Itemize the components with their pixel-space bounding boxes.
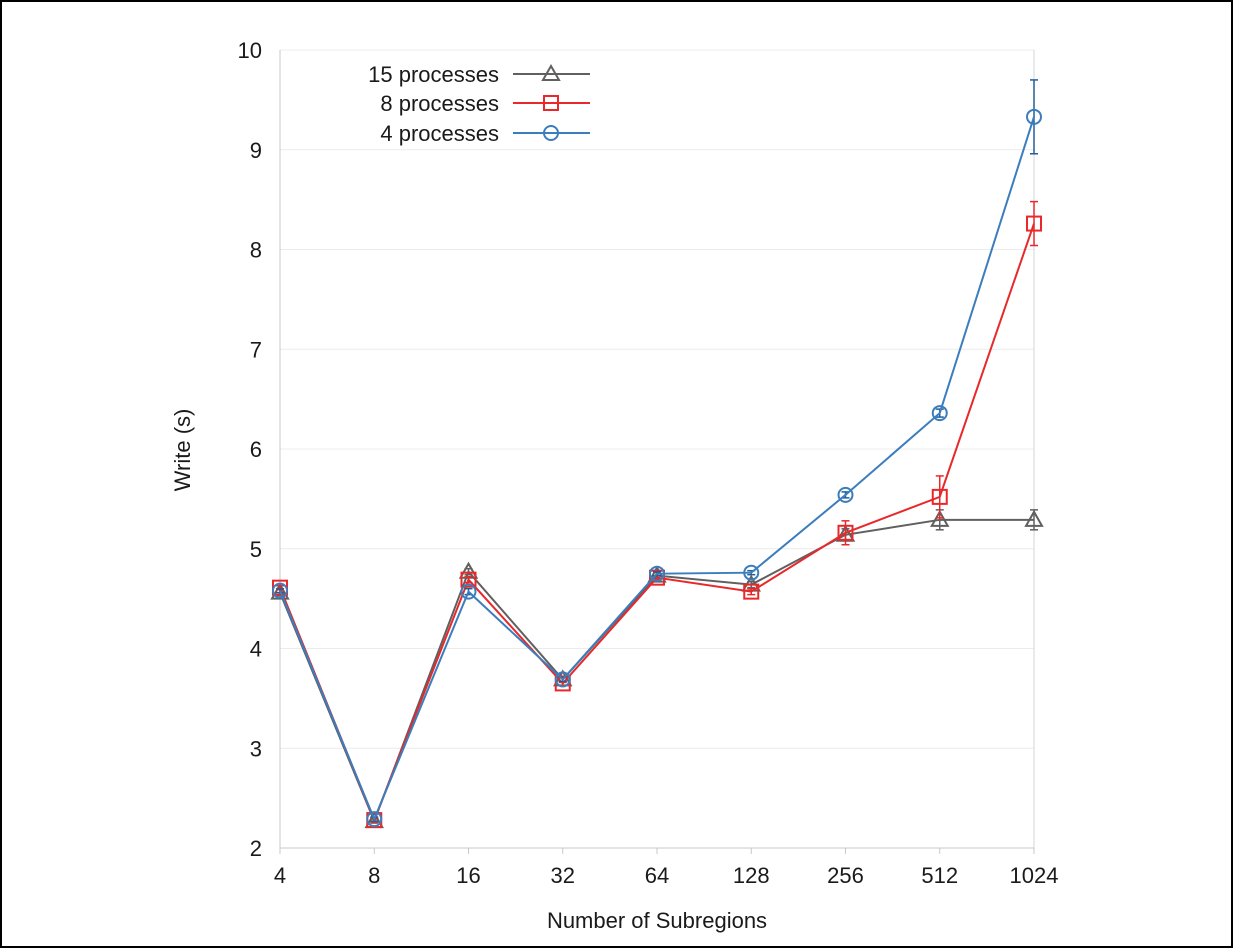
data-point: [458, 561, 479, 579]
legend-marker: [543, 95, 559, 111]
data-point: [930, 509, 950, 527]
legend-marker: [541, 63, 561, 81]
x-tick-labels: 4 8 16 32 64 128 256 512 1024: [274, 863, 1059, 888]
y-tick-label: 10: [238, 38, 262, 63]
x-tick-label: 16: [456, 863, 480, 888]
series-line: [279, 116, 1035, 822]
data-point: [649, 569, 665, 586]
y-tick-label: 7: [250, 337, 262, 362]
data-point: [366, 811, 383, 828]
legend-marker: [543, 125, 559, 141]
x-tick-label: 256: [827, 863, 864, 888]
series-line: [279, 223, 1035, 823]
x-tick-label: 64: [645, 863, 669, 888]
y-tick-label: 5: [250, 537, 262, 562]
data-point: [554, 671, 571, 688]
legend-label: 4 processes: [380, 121, 499, 146]
data-point: [931, 488, 948, 505]
axes: [279, 50, 1035, 854]
y-tick-labels: 2 3 4 5 6 7 8 9 10: [238, 38, 262, 861]
legend-item: 8 processes: [380, 91, 590, 116]
grid-lines: [280, 49, 1034, 849]
data-point: [554, 675, 571, 692]
data-point: [743, 564, 760, 581]
legend-item: 15 processes: [368, 62, 590, 87]
data-point: [1026, 215, 1042, 232]
y-tick-label: 4: [250, 637, 262, 662]
y-tick-label: 6: [250, 437, 262, 462]
data-point: [837, 486, 854, 503]
series-group: [270, 79, 1044, 829]
y-tick-label: 2: [250, 836, 262, 861]
x-tick-label: 512: [921, 863, 958, 888]
x-tick-label: 4: [274, 863, 286, 888]
data-point: [460, 571, 477, 588]
x-tick-label: 1024: [1010, 863, 1059, 888]
x-axis-label: Number of Subregions: [547, 908, 767, 933]
legend: 15 processes 8 processes 4 processes: [368, 62, 590, 146]
data-point: [1024, 509, 1044, 527]
legend-item: 4 processes: [380, 121, 590, 146]
data-point: [1026, 108, 1042, 125]
data-point: [743, 583, 760, 600]
y-tick-label: 9: [250, 138, 262, 163]
x-tick-label: 8: [368, 863, 380, 888]
series-square: [272, 200, 1042, 829]
legend-label: 8 processes: [380, 91, 499, 116]
series-triangle: [270, 509, 1044, 829]
x-tick-label: 32: [551, 863, 575, 888]
x-tick-label: 128: [733, 863, 770, 888]
data-point: [837, 524, 854, 541]
legend-label: 15 processes: [368, 62, 499, 87]
data-point: [931, 405, 948, 422]
data-point: [460, 583, 477, 600]
data-point: [649, 565, 665, 582]
y-axis-label: Write (s): [170, 409, 195, 492]
y-tick-label: 8: [250, 238, 262, 263]
data-point: [272, 582, 288, 599]
y-tick-label: 3: [250, 736, 262, 761]
series-circle: [272, 79, 1042, 828]
